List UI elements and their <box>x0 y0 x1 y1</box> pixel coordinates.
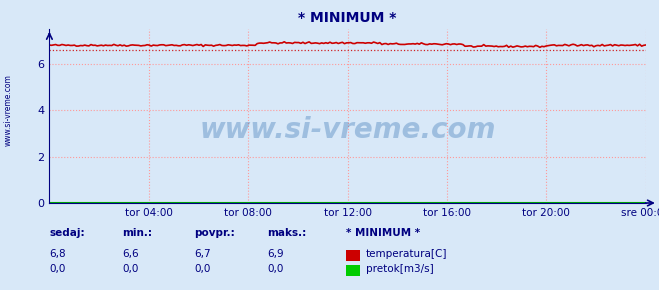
Text: 0,0: 0,0 <box>49 264 66 274</box>
Text: pretok[m3/s]: pretok[m3/s] <box>366 264 434 274</box>
Text: 0,0: 0,0 <box>122 264 138 274</box>
Text: * MINIMUM *: * MINIMUM * <box>346 228 420 238</box>
Text: temperatura[C]: temperatura[C] <box>366 249 447 259</box>
Text: www.si-vreme.com: www.si-vreme.com <box>200 116 496 144</box>
Text: 6,9: 6,9 <box>267 249 283 259</box>
Title: * MINIMUM *: * MINIMUM * <box>299 11 397 25</box>
Text: 0,0: 0,0 <box>267 264 283 274</box>
Text: 6,8: 6,8 <box>49 249 66 259</box>
Text: maks.:: maks.: <box>267 228 306 238</box>
Text: 6,6: 6,6 <box>122 249 138 259</box>
Text: min.:: min.: <box>122 228 152 238</box>
Text: povpr.:: povpr.: <box>194 228 235 238</box>
Text: 0,0: 0,0 <box>194 264 211 274</box>
Text: www.si-vreme.com: www.si-vreme.com <box>3 74 13 146</box>
Text: 6,7: 6,7 <box>194 249 211 259</box>
Text: sedaj:: sedaj: <box>49 228 85 238</box>
